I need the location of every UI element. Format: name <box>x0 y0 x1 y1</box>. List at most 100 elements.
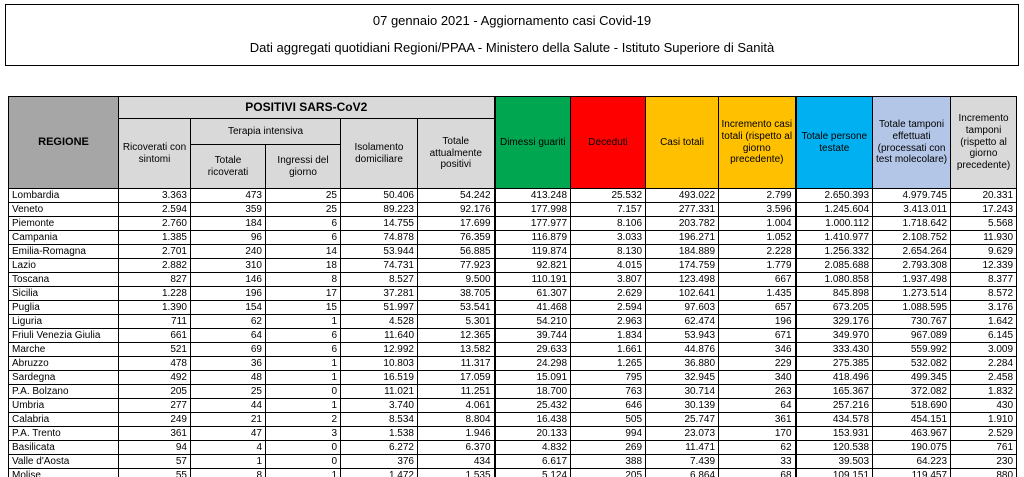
value-cell: 1.779 <box>718 258 797 273</box>
region-name-cell: Puglia <box>8 300 119 315</box>
value-cell: 257.216 <box>794 398 874 413</box>
value-cell: 154 <box>190 300 266 315</box>
region-name-cell: Friuli Venezia Giulia <box>8 328 119 343</box>
table-row: P.A. Trento 361 47 3 1.538 1.946 20.133 994 23.0… <box>8 426 1018 441</box>
table-row: Campania 1.385 96 6 74.878 76.359 116.879 3.033… <box>8 230 1018 245</box>
value-cell: 25 <box>265 202 341 217</box>
report-page: 07 gennaio 2021 - Aggiornamento casi Cov… <box>0 4 1024 477</box>
region-name-cell: Abruzzo <box>8 356 119 371</box>
value-cell: 205 <box>570 468 647 477</box>
value-cell: 8.130 <box>570 244 647 259</box>
value-cell: 240 <box>190 244 266 259</box>
column-header-ingressi-del-giorno: Ingressi del giorno <box>265 144 341 189</box>
value-cell: 6 <box>265 342 341 357</box>
column-header-dimessi-guariti: Dimessi guariti <box>493 96 572 189</box>
value-cell: 205 <box>118 384 191 399</box>
value-cell: 15 <box>265 300 341 315</box>
value-cell: 249 <box>118 412 191 427</box>
value-cell: 827 <box>118 272 191 287</box>
value-cell: 2.793.308 <box>872 258 952 273</box>
value-cell: 74.731 <box>340 258 418 273</box>
value-cell: 275.385 <box>794 356 874 371</box>
value-cell: 499.345 <box>872 370 952 385</box>
value-cell: 25.747 <box>645 412 720 427</box>
value-cell: 230 <box>950 454 1018 469</box>
value-cell: 1.538 <box>340 426 418 441</box>
table-row: Veneto 2.594 359 25 89.223 92.176 177.998 7.157… <box>8 202 1018 217</box>
value-cell: 3.740 <box>340 398 418 413</box>
column-header-ricoverati-con-sintomi: Ricoverati con sintomi <box>118 118 191 189</box>
value-cell: 6.272 <box>340 440 418 455</box>
value-cell: 1.080.858 <box>794 272 874 287</box>
value-cell: 711 <box>118 314 191 329</box>
value-cell: 1.535 <box>416 468 496 477</box>
value-cell: 277.331 <box>645 202 720 217</box>
value-cell: 8.527 <box>340 272 418 287</box>
value-cell: 1.390 <box>118 300 191 315</box>
value-cell: 1.910 <box>950 412 1018 427</box>
value-cell: 3.009 <box>950 342 1018 357</box>
value-cell: 15.091 <box>493 370 572 385</box>
value-cell: 493.022 <box>645 188 720 203</box>
value-cell: 7.439 <box>645 454 720 469</box>
value-cell: 2.594 <box>570 300 647 315</box>
value-cell: 269 <box>570 440 647 455</box>
value-cell: 1.052 <box>718 230 797 245</box>
value-cell: 3.033 <box>570 230 647 245</box>
value-cell: 21 <box>190 412 266 427</box>
value-cell: 967.089 <box>872 328 952 343</box>
value-cell: 57 <box>118 454 191 469</box>
value-cell: 11.930 <box>950 230 1018 245</box>
value-cell: 174.759 <box>645 258 720 273</box>
value-cell: 8.804 <box>416 412 496 427</box>
value-cell: 505 <box>570 412 647 427</box>
value-cell: 18 <box>265 258 341 273</box>
column-header-isolamento-domiciliare: Isolamento domiciliare <box>340 118 418 189</box>
report-title: 07 gennaio 2021 - Aggiornamento casi Cov… <box>372 13 652 28</box>
value-cell: 1 <box>265 356 341 371</box>
value-cell: 17.243 <box>950 202 1018 217</box>
value-cell: 11.251 <box>416 384 496 399</box>
value-cell: 17.059 <box>416 370 496 385</box>
value-cell: 61.307 <box>493 286 572 301</box>
value-cell: 6.370 <box>416 440 496 455</box>
value-cell: 361 <box>718 412 797 427</box>
value-cell: 53.541 <box>416 300 496 315</box>
table-row: Emilia-Romagna 2.701 240 14 53.944 56.885 119.… <box>8 244 1018 259</box>
value-cell: 1.088.595 <box>872 300 952 315</box>
column-header-totale-attualmente-positivi: Totale attualmente positivi <box>416 118 496 189</box>
value-cell: 4.832 <box>493 440 572 455</box>
value-cell: 1.004 <box>718 216 797 231</box>
value-cell: 3 <box>265 426 341 441</box>
value-cell: 1.832 <box>950 384 1018 399</box>
value-cell: 7.157 <box>570 202 647 217</box>
value-cell: 30.714 <box>645 384 720 399</box>
value-cell: 153.931 <box>794 426 874 441</box>
value-cell: 196 <box>718 314 797 329</box>
value-cell: 388 <box>570 454 647 469</box>
value-cell: 18.700 <box>493 384 572 399</box>
value-cell: 12.339 <box>950 258 1018 273</box>
value-cell: 25 <box>190 384 266 399</box>
value-cell: 413.248 <box>493 188 572 203</box>
value-cell: 11.471 <box>645 440 720 455</box>
value-cell: 667 <box>718 272 797 287</box>
value-cell: 310 <box>190 258 266 273</box>
value-cell: 94 <box>118 440 191 455</box>
value-cell: 23.073 <box>645 426 720 441</box>
value-cell: 11.021 <box>340 384 418 399</box>
value-cell: 177.998 <box>493 202 572 217</box>
region-name-cell: Sardegna <box>8 370 119 385</box>
value-cell: 1.245.604 <box>794 202 874 217</box>
table-body: Lombardia 3.363 473 25 50.406 54.242 413.248 25… <box>8 188 1018 477</box>
value-cell: 473 <box>190 188 266 203</box>
value-cell: 376 <box>340 454 418 469</box>
table-row: Piemonte 2.760 184 6 14.755 17.699 177.977 8.10… <box>8 216 1018 231</box>
value-cell: 116.879 <box>493 230 572 245</box>
value-cell: 30.139 <box>645 398 720 413</box>
value-cell: 11.640 <box>340 328 418 343</box>
value-cell: 37.281 <box>340 286 418 301</box>
value-cell: 64 <box>190 328 266 343</box>
region-name-cell: Molise <box>8 468 119 477</box>
value-cell: 2.228 <box>718 244 797 259</box>
